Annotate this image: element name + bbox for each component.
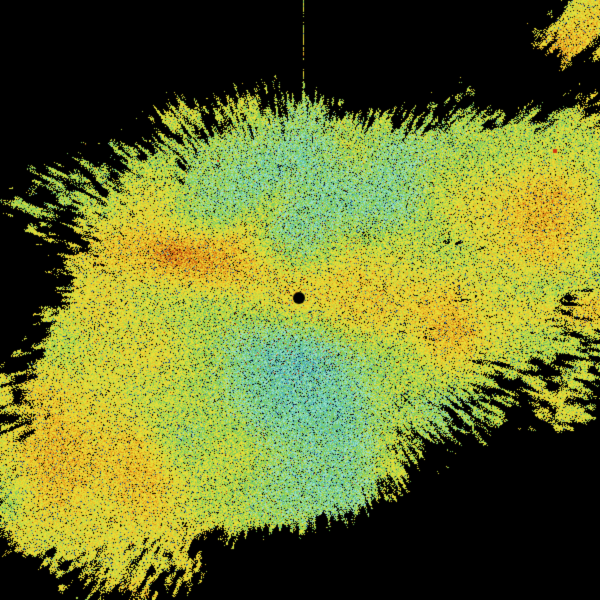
speckle-field-canvas [0,0,600,600]
scientific-image-viewport [0,0,600,600]
